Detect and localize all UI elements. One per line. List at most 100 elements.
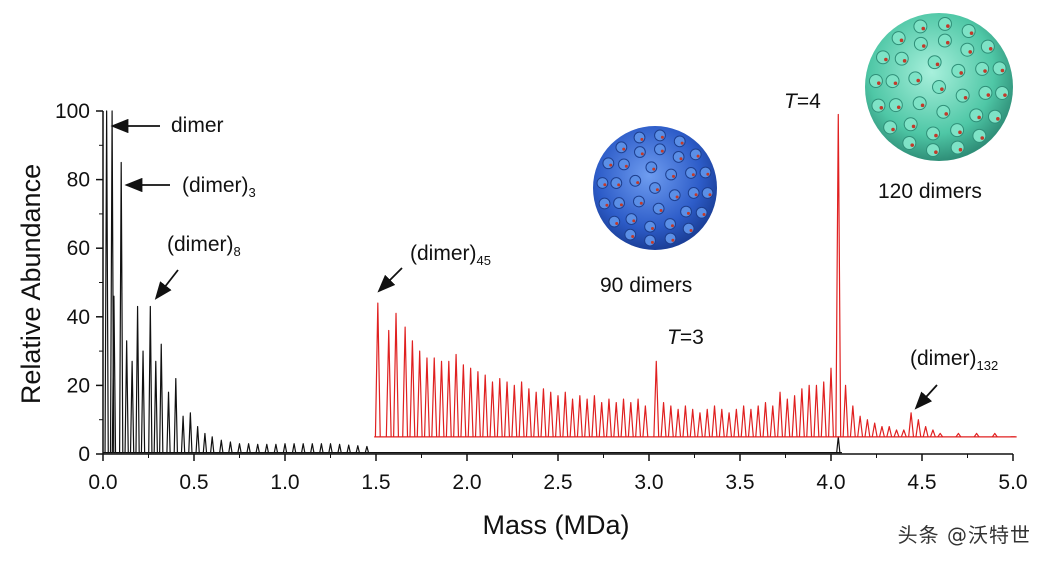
spectrum-peak [696, 412, 703, 437]
annotation-arrow [154, 269, 179, 300]
series-black-spectrum [103, 110, 842, 454]
capsid-120-dimers-image [865, 13, 1013, 161]
capsid-spot [640, 152, 644, 156]
capsid-bump [652, 202, 665, 215]
capsid-spot [934, 150, 938, 155]
spectrum-peak [104, 110, 109, 453]
capsid-spot [632, 219, 636, 223]
capsid-spot [615, 221, 619, 225]
spectrum-peak [915, 419, 922, 437]
x-axis-label: Mass (MDa) [483, 510, 630, 540]
spectrum-peak [533, 391, 540, 437]
spectrum-peak [393, 312, 400, 437]
capsid-bump [891, 31, 906, 46]
capsid-spot [671, 174, 675, 178]
spectrum-peak [135, 305, 140, 453]
annotation-dimer3: (dimer)3 [182, 174, 256, 200]
spectrum-peak [540, 388, 547, 437]
annotation-text-part: (dimer) [167, 233, 234, 256]
capsid-bump [932, 80, 946, 94]
spectrum-peak [402, 326, 409, 437]
annotation-text-part: T [667, 326, 680, 349]
capsid-spot [968, 50, 973, 54]
capsid-spot [945, 40, 950, 45]
spectrum-peak [937, 432, 944, 438]
x-tick-label: 0.5 [179, 471, 208, 494]
capsid-bump [938, 16, 952, 31]
x-tick-label: 2.5 [543, 471, 572, 494]
capsid-bump [927, 55, 942, 70]
capsid-spot [969, 31, 974, 35]
capsid-bump [644, 220, 656, 233]
capsid-bump [926, 126, 941, 141]
watermark: 头条 @沃特世 [897, 523, 1031, 547]
capsid-bump [608, 215, 621, 228]
capsid-bump [613, 197, 625, 209]
capsid-bump [908, 71, 923, 86]
spectrum-peak [642, 405, 649, 437]
spectrum-peak [210, 436, 215, 453]
capsid-bump [689, 148, 702, 161]
capsid-bump [668, 189, 681, 202]
capsid-bump [926, 143, 940, 158]
capsid-bump [618, 158, 630, 171]
annotation-text-part: =3 [679, 326, 704, 349]
spectrum-peak [828, 367, 834, 437]
capsid-spot [659, 208, 663, 212]
capsid-spot [944, 112, 949, 116]
spectrum-peak [438, 360, 445, 437]
capsid-spot [959, 71, 963, 75]
x-tick-label: 4.0 [816, 471, 845, 494]
capsid-spot [958, 130, 962, 135]
spectrum-peak [922, 425, 929, 437]
capsid-spot [603, 183, 607, 187]
spectrum-peak [337, 443, 342, 453]
capsid-spot [877, 81, 881, 85]
spectrum-peak [562, 391, 569, 437]
capsid-bump [903, 117, 918, 132]
capsid-spot [706, 172, 710, 176]
spectrum-peak [467, 367, 474, 437]
capsid-spot [879, 105, 884, 110]
capsid-spot [702, 213, 706, 217]
capsid-spot [660, 149, 664, 153]
spectrum-peak [835, 113, 842, 437]
series-red-spectrum [374, 113, 1017, 438]
spectrum-peak [555, 395, 561, 437]
spectrum-peak [908, 412, 915, 437]
capsid-spot [891, 127, 895, 132]
spectrum-peak [264, 443, 269, 453]
capsid-spot [934, 133, 938, 138]
y-tick-label: 60 [67, 237, 90, 260]
capsid-bump [680, 205, 692, 218]
capsid-bump [950, 140, 965, 155]
capsid-bump [695, 206, 708, 219]
capsid-spot [671, 238, 675, 242]
spectrum-peak [973, 432, 980, 438]
spectrum-peak [525, 388, 532, 437]
capsid-spot [680, 141, 684, 145]
capsid-bump [937, 33, 952, 48]
capsid-spot [622, 147, 626, 151]
spectrum-peak [246, 443, 251, 453]
capsid-spot [940, 87, 944, 91]
capsid-spot [624, 164, 628, 168]
spectrum-peak [140, 350, 146, 453]
annotation-dimer45: (dimer)45 [410, 242, 491, 268]
capsid-spot [884, 57, 888, 62]
capsid-spot [1003, 93, 1007, 97]
annotation-dimer132: (dimer)132 [910, 347, 998, 373]
capsid-spot [689, 228, 693, 232]
spectrum-peak [431, 357, 438, 437]
capsid-90-dimers-image [593, 126, 717, 250]
capsid-spot [639, 201, 643, 205]
spectrum-peak [613, 401, 620, 437]
capsid-spot [996, 117, 1000, 121]
capsid-spot [920, 103, 925, 108]
capsid-bump [664, 218, 676, 230]
capsid-spot [986, 93, 991, 97]
capsid-bump [885, 74, 900, 89]
capsid-bump [598, 197, 611, 210]
spectrum-peak [591, 395, 598, 437]
capsid-spot [983, 69, 987, 73]
